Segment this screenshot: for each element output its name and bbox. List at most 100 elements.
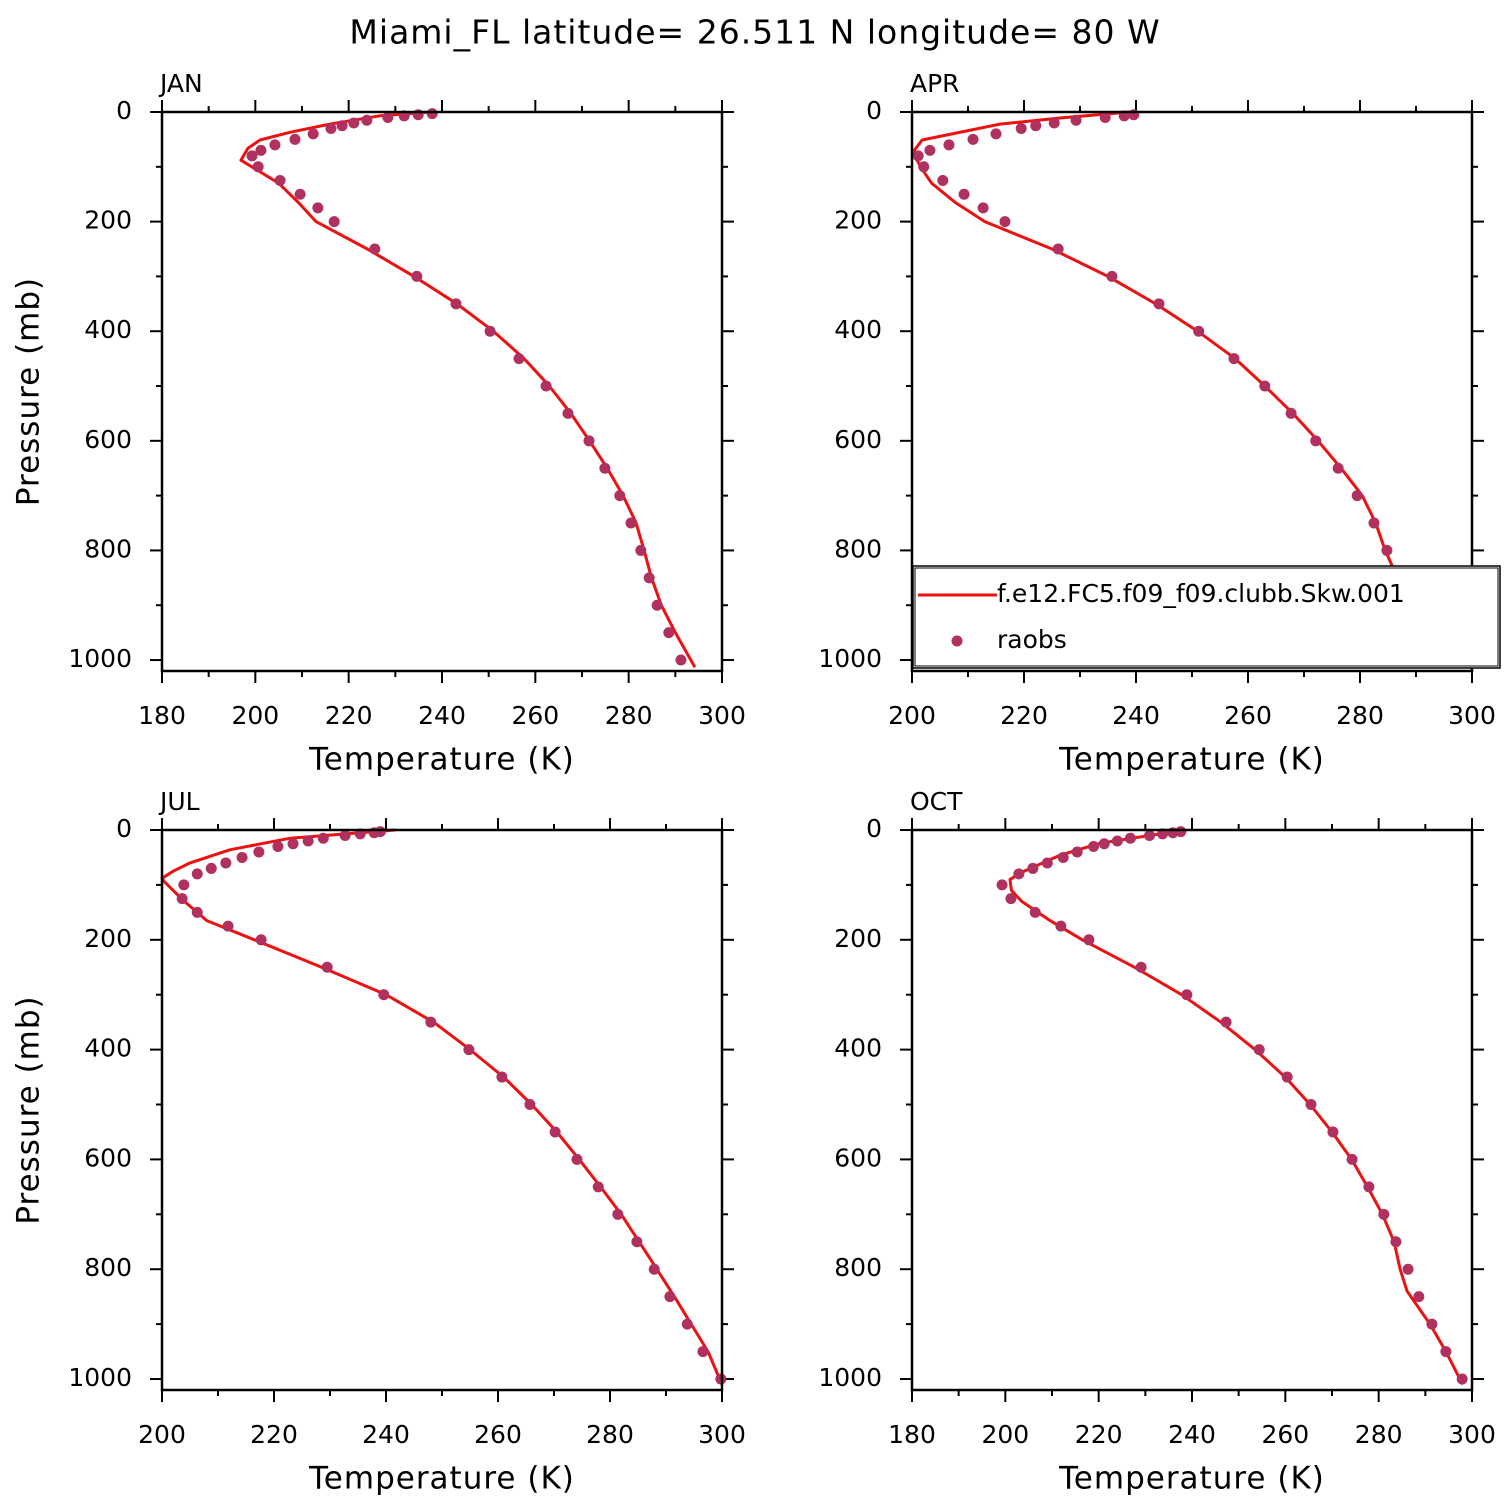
x-tick-label: 220 bbox=[1000, 701, 1048, 730]
obs-point bbox=[1055, 920, 1067, 932]
obs-point bbox=[1378, 1208, 1390, 1220]
x-tick-label: 220 bbox=[1075, 1420, 1123, 1449]
obs-point bbox=[1153, 298, 1165, 310]
obs-point bbox=[1368, 517, 1380, 529]
obs-point bbox=[1220, 1016, 1232, 1028]
y-tick-label: 800 bbox=[834, 1253, 882, 1282]
x-tick-label: 300 bbox=[1448, 701, 1496, 730]
y-tick-label: 1000 bbox=[68, 644, 132, 673]
panel-title: OCT bbox=[910, 787, 963, 816]
y-tick-label: 0 bbox=[116, 96, 132, 125]
obs-point bbox=[937, 175, 949, 187]
obs-point bbox=[1052, 243, 1064, 255]
obs-point bbox=[450, 298, 462, 310]
x-tick-label: 200 bbox=[981, 1420, 1029, 1449]
legend-box bbox=[912, 565, 1501, 669]
obs-point bbox=[255, 934, 267, 946]
obs-point bbox=[191, 906, 203, 918]
obs-point bbox=[612, 1208, 624, 1220]
x-tick-label: 200 bbox=[888, 701, 936, 730]
obs-point bbox=[255, 144, 267, 156]
obs-point bbox=[1305, 1099, 1317, 1111]
obs-point bbox=[236, 851, 248, 863]
x-tick-label: 260 bbox=[1261, 1420, 1309, 1449]
obs-point bbox=[1005, 893, 1017, 905]
obs-point bbox=[583, 435, 595, 447]
obs-point bbox=[1099, 111, 1111, 123]
obs-point bbox=[425, 1016, 437, 1028]
y-tick-label: 200 bbox=[84, 206, 132, 235]
obs-point bbox=[625, 517, 637, 529]
obs-point bbox=[312, 202, 324, 214]
obs-point bbox=[269, 139, 281, 151]
obs-point bbox=[1057, 851, 1069, 863]
y-tick-label: 800 bbox=[84, 1253, 132, 1282]
obs-point bbox=[1310, 435, 1322, 447]
panel: 180 200 220 240 260 280 300 0 200 400 600 800 1000 JA… bbox=[11, 69, 746, 778]
obs-point bbox=[289, 133, 301, 145]
obs-point bbox=[562, 407, 574, 419]
plot-frame bbox=[160, 828, 724, 1392]
obs-point bbox=[374, 826, 386, 838]
obs-point bbox=[1253, 1044, 1265, 1056]
obs-point bbox=[1070, 114, 1082, 126]
obs-point bbox=[635, 544, 647, 556]
obs-point bbox=[663, 627, 675, 639]
obs-point bbox=[274, 175, 286, 187]
y-axis-label: Pressure (mb) bbox=[11, 277, 47, 506]
obs-point bbox=[1440, 1346, 1452, 1358]
obs-point bbox=[912, 150, 924, 162]
x-tick-label: 280 bbox=[605, 701, 653, 730]
profile-line bbox=[160, 828, 724, 1386]
obs-point bbox=[651, 599, 663, 611]
obs-point bbox=[1228, 353, 1240, 365]
obs-point bbox=[1426, 1318, 1438, 1330]
obs-point bbox=[287, 838, 299, 850]
y-tick-label: 600 bbox=[84, 425, 132, 454]
obs-point bbox=[294, 188, 306, 200]
x-axis-label: Temperature (K) bbox=[1058, 742, 1325, 778]
obs-point bbox=[681, 1318, 693, 1330]
obs-point bbox=[697, 1346, 709, 1358]
obs-point bbox=[484, 325, 496, 337]
obs-point bbox=[325, 122, 337, 134]
obs-point bbox=[272, 840, 284, 852]
plot-frame bbox=[910, 110, 1474, 673]
obs-point bbox=[1413, 1291, 1425, 1303]
x-tick-label: 280 bbox=[1336, 701, 1384, 730]
y-tick-label: 400 bbox=[834, 315, 882, 344]
obs-point bbox=[540, 380, 552, 392]
y-tick-label: 600 bbox=[834, 1143, 882, 1172]
obs-point bbox=[328, 216, 340, 228]
y-tick-label: 200 bbox=[834, 206, 882, 235]
obs-point bbox=[549, 1126, 561, 1138]
obs-point bbox=[222, 920, 234, 932]
obs-point bbox=[675, 654, 687, 666]
x-axis-label: Temperature (K) bbox=[1058, 1461, 1325, 1497]
x-tick-label: 200 bbox=[231, 701, 279, 730]
obs-point bbox=[1041, 857, 1053, 869]
obs-point bbox=[369, 243, 381, 255]
obs-point bbox=[1285, 407, 1297, 419]
x-tick-label: 200 bbox=[138, 1420, 186, 1449]
obs-point bbox=[1048, 117, 1060, 129]
obs-point bbox=[614, 490, 626, 502]
obs-point bbox=[361, 114, 373, 126]
x-tick-label: 220 bbox=[325, 701, 373, 730]
x-tick-label: 240 bbox=[362, 1420, 410, 1449]
x-tick-label: 180 bbox=[888, 1420, 936, 1449]
obs-point bbox=[977, 202, 989, 214]
y-tick-label: 1000 bbox=[818, 644, 882, 673]
x-tick-label: 300 bbox=[698, 701, 746, 730]
obs-point bbox=[631, 1236, 643, 1248]
obs-point bbox=[643, 572, 655, 584]
obs-point bbox=[599, 462, 611, 474]
obs-point bbox=[664, 1291, 676, 1303]
y-tick-label: 800 bbox=[84, 534, 132, 563]
obs-point bbox=[513, 353, 525, 365]
y-tick-label: 200 bbox=[84, 924, 132, 953]
obs-point bbox=[918, 161, 930, 173]
obs-point bbox=[1135, 961, 1147, 973]
